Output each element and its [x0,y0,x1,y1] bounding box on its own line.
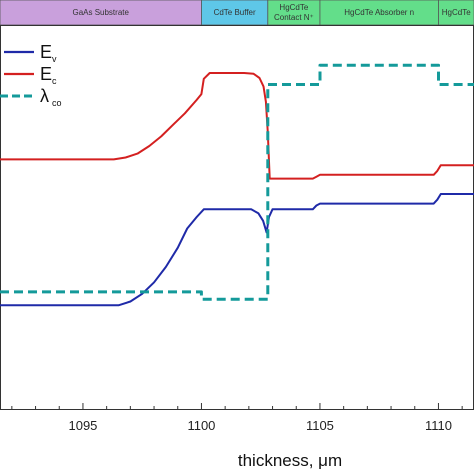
x-tick-label: 1105 [306,418,334,433]
region-label: HgCdTe [279,3,308,12]
legend-subscript: co [52,98,62,108]
region-label: HgCdTe [442,8,471,17]
series-line [0,72,474,180]
series-line [0,193,474,307]
region-label: CdTe Buffer [214,8,256,17]
region-label: HgCdTe Absorber n [344,8,414,17]
region-block [201,0,269,26]
region-block [438,0,474,26]
x-tick-label: 1100 [187,418,215,433]
x-axis-ticks: 1095 1100 1105 1110 [11,403,463,433]
legend-label: E [40,42,52,62]
region-block [319,0,439,26]
series-line [0,63,474,301]
x-tick-label: 1095 [68,418,97,433]
legend-subscript: v [52,54,57,64]
legend-subscript: c [52,76,57,86]
legend-label: E [40,64,52,84]
legend-label: λ [40,86,49,106]
series-group [0,63,474,307]
x-axis-title: thickness, μm [238,451,342,470]
region-label: GaAs Substrate [72,8,129,17]
plot-frame [0,25,474,410]
x-tick-label: 1110 [425,418,452,433]
region-label: Contact N⁺ [274,13,314,22]
